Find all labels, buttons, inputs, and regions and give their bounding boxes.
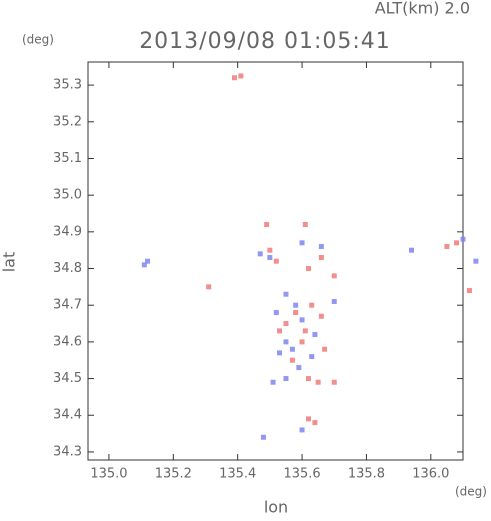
radar-echo bbox=[277, 350, 283, 356]
radar-echo bbox=[273, 310, 279, 316]
radar-echo bbox=[267, 255, 273, 261]
x-tick-label: 136.0 bbox=[412, 467, 449, 482]
x-axis-label: lon bbox=[264, 498, 288, 517]
x-tick-label: 135.0 bbox=[90, 467, 127, 482]
radar-echo bbox=[315, 379, 321, 385]
x-tick-label: 135.4 bbox=[219, 467, 256, 482]
radar-echo bbox=[305, 416, 311, 422]
radar-echo bbox=[322, 346, 328, 352]
radar-echo bbox=[264, 222, 270, 228]
radar-echo bbox=[289, 357, 295, 363]
radar-echo bbox=[277, 328, 283, 334]
radar-echo bbox=[331, 299, 337, 305]
radar-echo bbox=[267, 247, 273, 253]
radar-echo bbox=[460, 236, 466, 242]
radar-echo bbox=[273, 258, 279, 264]
y-tick-label: 35.1 bbox=[53, 151, 82, 166]
radar-echo bbox=[302, 328, 308, 334]
radar-echo bbox=[305, 266, 311, 272]
y-tick-label: 34.3 bbox=[53, 444, 82, 459]
y-tick-label: 34.4 bbox=[53, 408, 82, 423]
radar-echo bbox=[318, 313, 324, 319]
radar-echo bbox=[299, 339, 305, 345]
y-tick-label: 34.6 bbox=[53, 334, 82, 349]
radar-echo bbox=[305, 376, 311, 382]
radar-echo bbox=[299, 240, 305, 246]
radar-echo bbox=[318, 255, 324, 261]
x-unit: (deg) bbox=[455, 485, 487, 499]
radar-echo bbox=[231, 75, 237, 81]
x-tick-label: 135.2 bbox=[155, 467, 192, 482]
radar-echo bbox=[473, 258, 479, 264]
altitude-label: ALT(km) 2.0 bbox=[375, 0, 470, 18]
radar-echo bbox=[206, 284, 212, 290]
radar-echo bbox=[331, 379, 337, 385]
radar-echo bbox=[296, 365, 302, 371]
radar-echo bbox=[299, 317, 305, 323]
radar-echo bbox=[283, 321, 289, 327]
y-tick-label: 34.8 bbox=[53, 261, 82, 276]
radar-echo bbox=[312, 420, 318, 426]
radar-echo bbox=[270, 379, 276, 385]
radar-echo bbox=[293, 302, 299, 308]
y-tick-label: 35.0 bbox=[53, 188, 82, 203]
radar-echo bbox=[312, 332, 318, 338]
chart-title: 2013/09/08 01:05:41 bbox=[139, 29, 391, 54]
radar-echo bbox=[283, 339, 289, 345]
radar-echo bbox=[318, 244, 324, 250]
radar-echo bbox=[454, 240, 460, 246]
y-tick-label: 35.2 bbox=[53, 114, 82, 129]
radar-echo bbox=[331, 273, 337, 279]
y-tick-label: 34.9 bbox=[53, 224, 82, 239]
radar-echo bbox=[309, 302, 315, 308]
x-tick-label: 135.6 bbox=[283, 467, 320, 482]
radar-echo bbox=[141, 262, 147, 268]
y-unit: (deg) bbox=[22, 33, 54, 47]
radar-echo bbox=[283, 291, 289, 297]
radar-echo bbox=[309, 354, 315, 360]
radar-echo bbox=[408, 247, 414, 253]
plot-frame bbox=[87, 61, 464, 461]
radar-echo bbox=[299, 427, 305, 433]
radar-echo bbox=[260, 434, 266, 440]
radar-echo bbox=[466, 288, 472, 294]
radar-echo bbox=[289, 346, 295, 352]
y-tick-label: 34.5 bbox=[53, 371, 82, 386]
radar-echo bbox=[257, 251, 263, 257]
y-tick-label: 34.7 bbox=[53, 298, 82, 313]
radar-echo bbox=[238, 73, 244, 79]
y-axis-label: lat bbox=[0, 252, 19, 273]
radar-echo bbox=[444, 244, 450, 250]
y-tick-label: 35.3 bbox=[53, 78, 82, 93]
radar-echo bbox=[293, 310, 299, 316]
x-tick-label: 135.8 bbox=[348, 467, 385, 482]
radar-echo bbox=[302, 222, 308, 228]
radar-echo bbox=[283, 376, 289, 382]
radar-echo bbox=[145, 258, 151, 264]
